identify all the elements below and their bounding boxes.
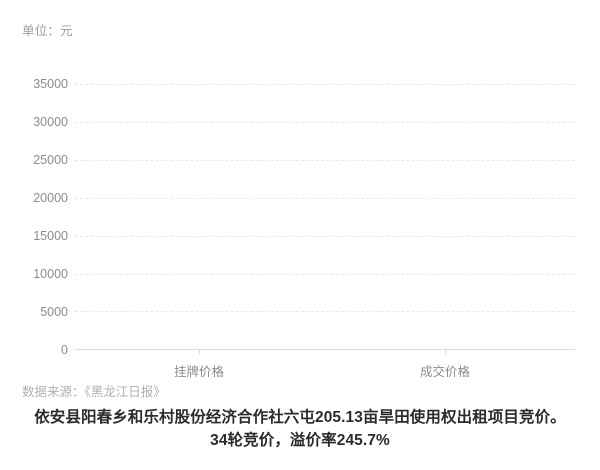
gridline: [75, 273, 575, 275]
chart-caption-line-1: 依安县阳春乡和乐村股份经济合作社六屯205.13亩旱田使用权出租项目竞价。: [34, 409, 566, 426]
y-axis-tick-label: 10000: [33, 266, 68, 281]
data-source-note: 数据来源：《黑龙江日报》: [22, 385, 166, 399]
y-axis-tick-label: 30000: [33, 114, 68, 129]
gridline: [75, 121, 575, 123]
chart-caption: 依安县阳春乡和乐村股份经济合作社六屯205.13亩旱田使用权出租项目竞价。 34…: [0, 406, 600, 452]
x-axis-line: [75, 349, 575, 354]
x-axis-category-label-transaction-price: 成交价格: [419, 365, 471, 379]
y-axis-tick-label: 0: [61, 342, 68, 357]
gridline: [75, 159, 575, 161]
y-axis-unit-label: 单位：元: [22, 24, 73, 38]
chart-caption-line-2: 34轮竞价，溢价率245.7%: [210, 432, 390, 449]
gridline: [75, 84, 575, 85]
y-axis-tick-label: 5000: [40, 304, 68, 319]
gridline: [75, 311, 575, 313]
y-axis-tick-label: 35000: [33, 77, 68, 91]
x-axis-tick-mark: [445, 349, 446, 354]
x-axis-tick-mark: [199, 349, 200, 354]
gridline: [75, 235, 575, 237]
y-axis-tick-labels: 35000 30000 25000 20000 15000 10000 5000…: [0, 78, 68, 356]
plot-area: [75, 84, 575, 349]
y-axis-tick-label: 20000: [33, 190, 68, 205]
gridline: [75, 197, 575, 199]
x-axis-category-label-listing-price: 挂牌价格: [173, 365, 225, 379]
y-axis-tick-label: 25000: [33, 152, 68, 167]
y-axis-tick-label: 15000: [33, 228, 68, 243]
